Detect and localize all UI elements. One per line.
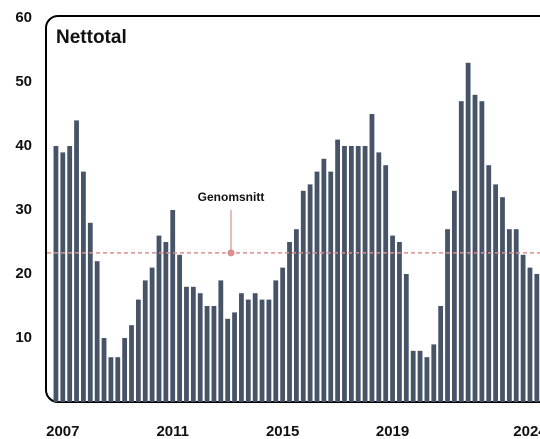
bar [156, 235, 162, 402]
bar [328, 171, 334, 402]
x-tick-label: 2007 [46, 423, 79, 439]
bar [445, 229, 450, 402]
bar [190, 286, 196, 402]
bar [383, 165, 389, 402]
bar [129, 325, 134, 402]
bar [239, 293, 244, 402]
bar [431, 344, 437, 402]
bar [163, 242, 169, 402]
bar [314, 171, 320, 402]
bar [266, 299, 272, 402]
x-tick-label: 2015 [266, 423, 299, 439]
chart-title: Nettotal [56, 27, 127, 48]
bar [424, 357, 430, 402]
bar [74, 120, 79, 403]
bar [513, 229, 519, 402]
y-tick-label: 30 [15, 201, 32, 218]
bar [177, 254, 182, 402]
bar [115, 357, 121, 402]
bar [451, 190, 457, 402]
bar [252, 293, 258, 402]
bar [362, 146, 368, 402]
bar [479, 101, 485, 402]
bar [527, 267, 533, 402]
x-tick-label: 2011 [156, 423, 189, 439]
bar [280, 267, 286, 402]
bar [307, 184, 313, 402]
y-tick-label: 50 [15, 73, 32, 90]
bar [204, 306, 210, 402]
bar [506, 229, 512, 402]
bar [108, 357, 114, 402]
bar [500, 197, 505, 402]
bar [348, 146, 354, 402]
bar [170, 210, 176, 402]
bar [465, 62, 471, 403]
bar [403, 274, 409, 402]
bar [321, 158, 327, 402]
x-tick-label: 2019 [376, 423, 409, 439]
bar [225, 318, 231, 402]
annotation-marker [227, 249, 235, 257]
bar [245, 299, 251, 402]
bar [534, 274, 540, 402]
annotation-label: Genomsnitt [198, 190, 265, 204]
bar [417, 350, 423, 402]
bar [94, 261, 100, 402]
bar [81, 171, 86, 402]
bar [87, 222, 93, 402]
bar [53, 146, 59, 402]
bar [520, 254, 526, 402]
bar [300, 190, 306, 402]
bar [486, 165, 492, 402]
y-tick-label: 40 [15, 137, 32, 154]
y-tick-label: 60 [15, 9, 32, 26]
bar [211, 306, 217, 402]
bar [342, 146, 347, 402]
bar [135, 299, 141, 402]
bar [397, 242, 402, 402]
bar [390, 235, 395, 402]
bar [355, 146, 361, 402]
bar [335, 139, 341, 402]
bar [259, 299, 265, 402]
bar [197, 293, 203, 402]
bar [472, 94, 478, 403]
bar [149, 267, 155, 402]
x-tick-label: 2024 [513, 423, 540, 439]
bar [67, 146, 73, 402]
bar [458, 101, 464, 402]
bar [232, 312, 237, 402]
y-tick-label: 10 [15, 329, 32, 346]
bar [438, 306, 444, 402]
bar [493, 184, 499, 402]
bar [287, 242, 292, 402]
plot-frame [45, 15, 540, 403]
bar [376, 152, 382, 402]
bar [293, 229, 299, 402]
bar [142, 280, 148, 402]
bar [218, 280, 224, 402]
bar [369, 114, 375, 402]
bar [410, 350, 416, 402]
bar [101, 338, 107, 402]
bar [273, 280, 279, 402]
bar [184, 286, 189, 402]
bar [60, 152, 66, 402]
y-tick-label: 20 [15, 265, 32, 282]
bar [122, 338, 128, 402]
